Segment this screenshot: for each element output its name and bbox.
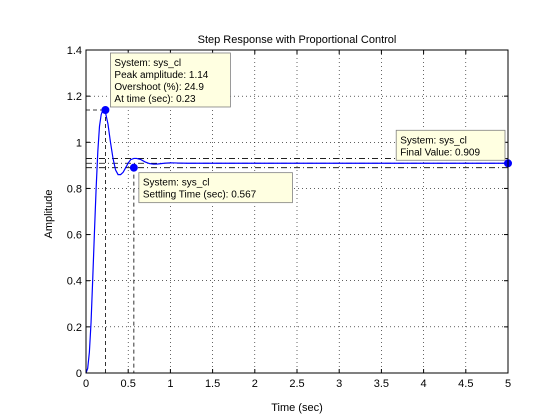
x-tick-label: 0: [83, 378, 89, 390]
y-tick-label: 1.2: [67, 91, 82, 103]
y-tick-label: 1: [76, 137, 82, 149]
datatip-text: Final Value: 0.909: [400, 147, 480, 158]
x-tick-label: 3: [336, 378, 342, 390]
datatip-text: Peak amplitude: 1.14: [114, 70, 208, 81]
datatip-marker: [101, 105, 110, 114]
y-tick-label: 0.2: [67, 322, 82, 334]
datatip-box: [138, 172, 293, 204]
x-axis-label: Time (sec): [271, 402, 323, 414]
datatip-box: [110, 52, 231, 108]
y-axis-label: Amplitude: [43, 190, 55, 239]
step-response-line: [85, 108, 508, 374]
chart-title: Step Response with Proportional Control: [198, 34, 397, 46]
datatip-text: System: sys_cl: [143, 178, 210, 189]
x-tick-label: 4: [421, 378, 427, 390]
plot-frame: [85, 49, 509, 374]
datatip-marker: [129, 163, 138, 172]
datatip-text: System: sys_cl: [114, 58, 181, 69]
x-tick-label: 5: [505, 378, 511, 390]
y-tick-label: 0: [76, 368, 82, 380]
datatip-box: [395, 129, 506, 161]
datatip-text: System: sys_cl: [400, 135, 467, 146]
x-tick-label: 2.5: [289, 378, 304, 390]
series-layer: [85, 108, 508, 374]
axes: 0 0.5 1 1.5 2 2.5 3 3.5 4 4.5 5 0 0.2 0.4 0.6 0.8 1 1.2 1.…: [67, 45, 511, 390]
y-tick-label: 0.8: [67, 183, 82, 195]
x-tick-label: 3.5: [374, 378, 389, 390]
x-tick-label: 2: [252, 378, 258, 390]
datatip-text: Settling Time (sec): 0.567: [143, 190, 257, 201]
y-tick-label: 1.4: [67, 45, 82, 57]
x-tick-label: 4.5: [458, 378, 473, 390]
y-tick-label: 0.4: [67, 276, 82, 288]
y-tick-label: 0.6: [67, 230, 82, 242]
x-tick-label: 1: [167, 378, 173, 390]
datatip-text: At time (sec): 0.23: [114, 94, 196, 105]
x-tick-label: 0.5: [121, 378, 136, 390]
x-tick-label: 1.5: [205, 378, 220, 390]
datatip-text: Overshoot (%): 24.9: [114, 82, 204, 93]
